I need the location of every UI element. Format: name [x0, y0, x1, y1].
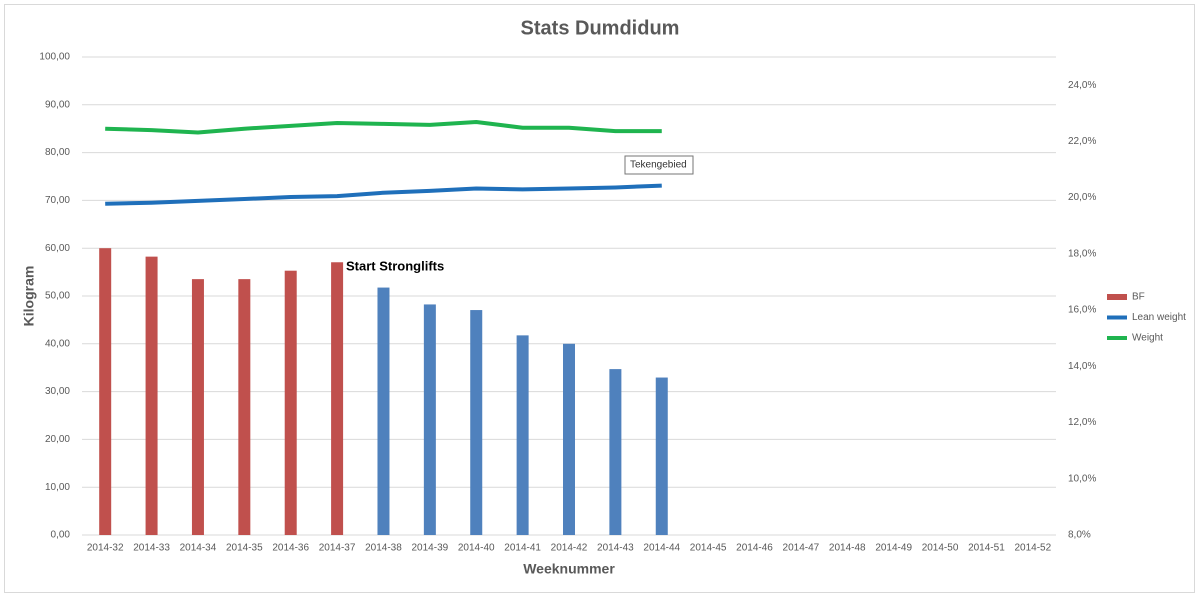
- y-tick-label: 90,00: [45, 99, 70, 110]
- bar: [563, 343, 575, 535]
- legend-label: Lean weight: [1132, 312, 1186, 323]
- y-axis-title: Kilogram: [21, 266, 37, 327]
- x-tick-label: 2014-50: [922, 543, 959, 554]
- bar: [331, 262, 344, 535]
- bar: [470, 310, 483, 535]
- tooltip: Tekengebied: [630, 160, 687, 171]
- legend-swatch: [1107, 294, 1127, 300]
- bar: [238, 279, 251, 535]
- legend-label: BF: [1132, 292, 1145, 303]
- x-tick-label: 2014-39: [412, 543, 449, 554]
- y-tick-label: 30,00: [45, 386, 70, 397]
- bar: [516, 335, 529, 535]
- y2-tick-label: 24,0%: [1068, 80, 1096, 91]
- y2-tick-label: 10,0%: [1068, 473, 1096, 484]
- x-tick-label: 2014-43: [597, 543, 634, 554]
- y-tick-label: 50,00: [45, 291, 70, 302]
- x-tick-label: 2014-51: [968, 543, 1005, 554]
- y2-tick-label: 22,0%: [1068, 136, 1096, 147]
- bar: [377, 287, 390, 535]
- y2-tick-label: 12,0%: [1068, 417, 1096, 428]
- y-tick-label: 40,00: [45, 338, 70, 349]
- y-tick-label: 10,00: [45, 482, 70, 493]
- x-tick-label: 2014-45: [690, 543, 727, 554]
- y2-tick-label: 8,0%: [1068, 530, 1091, 541]
- x-tick-label: 2014-34: [180, 543, 217, 554]
- x-tick-label: 2014-47: [783, 543, 820, 554]
- x-tick-label: 2014-36: [272, 543, 309, 554]
- x-axis-title: Weeknummer: [523, 561, 615, 577]
- bar: [609, 369, 622, 535]
- y-tick-label: 100,00: [39, 52, 70, 63]
- y2-tick-label: 20,0%: [1068, 192, 1096, 203]
- legend-label: Weight: [1132, 333, 1163, 344]
- chart-title: Stats Dumdidum: [521, 17, 680, 39]
- tooltip-box: [624, 155, 694, 175]
- y2-tick-label: 18,0%: [1068, 248, 1096, 259]
- x-tick-label: 2014-42: [551, 543, 588, 554]
- bar: [423, 304, 436, 535]
- x-tick-label: 2014-38: [365, 543, 402, 554]
- annotation: Start Stronglifts: [346, 258, 444, 273]
- bar: [99, 248, 112, 535]
- x-tick-label: 2014-33: [133, 543, 170, 554]
- x-tick-label: 2014-44: [643, 543, 680, 554]
- bar: [191, 279, 204, 535]
- y-tick-label: 60,00: [45, 243, 70, 254]
- y2-tick-label: 14,0%: [1068, 361, 1096, 372]
- x-tick-label: 2014-35: [226, 543, 263, 554]
- x-tick-label: 2014-48: [829, 543, 866, 554]
- y2-tick-label: 16,0%: [1068, 305, 1096, 316]
- line: [105, 120, 662, 135]
- x-tick-label: 2014-40: [458, 543, 495, 554]
- line: [105, 183, 662, 206]
- x-tick-label: 2014-49: [875, 543, 912, 554]
- y-tick-label: 80,00: [45, 147, 70, 158]
- bar: [655, 377, 668, 535]
- chart-border: [4, 4, 1195, 593]
- x-tick-label: 2014-32: [87, 543, 124, 554]
- x-tick-label: 2014-52: [1014, 543, 1051, 554]
- y-tick-label: 70,00: [45, 195, 70, 206]
- bar: [284, 270, 297, 535]
- x-tick-label: 2014-37: [319, 543, 356, 554]
- x-tick-label: 2014-41: [504, 543, 541, 554]
- bar: [145, 256, 158, 535]
- x-tick-label: 2014-46: [736, 543, 773, 554]
- y-tick-label: 20,00: [45, 434, 70, 445]
- y-tick-label: 0,00: [51, 530, 71, 541]
